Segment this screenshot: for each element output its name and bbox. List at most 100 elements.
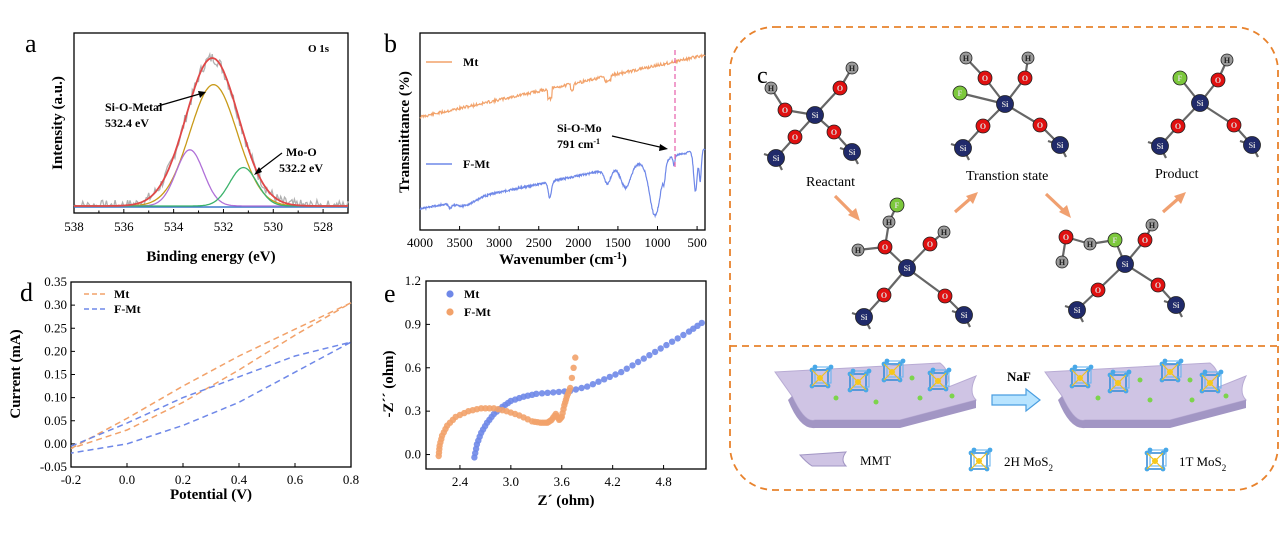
panel-e-point-mt [538,390,546,397]
mos2-1t-after-2-s-atom [1162,358,1168,364]
mos2-2h-before-3-s-atom [946,367,952,373]
mos2-1t-after-3-cell [1201,374,1219,392]
transition-molecule-atom-h [1021,51,1035,65]
panel-d-ytick-label: 0.35 [44,274,67,289]
legend-1t-crystal-s-atom [1147,447,1153,453]
panel-d-ytick-label: 0.05 [44,413,67,428]
transition-molecule-atom-label: O [1037,121,1043,130]
product-molecule-atom-label: O [1215,76,1221,85]
intermediate-2-molecule-atom-si [1167,296,1185,314]
panel-a-xtick-label: 530 [264,219,284,234]
mos2-2h-before-2-cell [883,363,901,381]
product-molecule-atom-label: F [1178,74,1183,83]
mos2-2h-before-2-cell-back [886,360,904,378]
mos2-1t-after-3 [1199,369,1224,394]
product-molecule-atom-si [1243,136,1261,154]
mos2-1t-after-1-cell-back [1112,371,1130,389]
panel-d-xlabel: Potential (V) [170,487,252,503]
panel-e-ytick-label: 0.0 [405,447,421,462]
transition-molecule-atom-si [996,95,1014,113]
panel-a-xtick-label: 538 [64,219,84,234]
intermediate-1-molecule-atom-si [898,259,916,277]
intermediate-2-molecule-atom-h [1145,218,1159,232]
panel-a-xtick-label: 528 [313,219,333,234]
reactant-molecule-atom-label: Si [773,154,780,163]
mos2-2h-before-0-cell [811,369,829,387]
panel-b-xtick-label: 3500 [447,235,473,250]
transition-molecule-atom-h [959,51,973,65]
reactant-molecule-atom-label: O [831,128,837,137]
transition-molecule-atom-o [975,118,991,134]
mos2-2h-before-1-s-atom [850,368,856,374]
mos2-1t-after-1-s-atom [1126,369,1132,375]
panel-e-point-mt [634,358,642,366]
product-molecule-atom-o [1170,118,1186,134]
panel-e-point-mt [668,338,676,345]
legend-1t-crystal-cell-back [1149,449,1167,467]
panel-e-point-mt [629,362,636,369]
product-molecule-atom-label: O [1175,122,1181,131]
mos2-1t-after-1 [1107,369,1132,394]
intermediate-2-molecule-atom-label: H [1149,221,1156,230]
intermediate-1-molecule-atom-h [937,225,951,239]
mos2-2h-before-0 [809,364,834,389]
panel-e-point-mt [612,371,619,378]
transition-molecule-atom-o [977,70,993,86]
product-molecule-atom-si [1151,137,1169,155]
panel-b-legend-mt: Mt [463,55,478,69]
reactant-molecule-atom-label: H [849,64,856,73]
reactant-molecule-atom-o [777,102,793,118]
intermediate-2-molecule-atom-o [1150,277,1166,293]
mos2-2h-before-3-cell-back [932,369,950,387]
panel-d-ytick-label: 0.10 [44,390,67,405]
intermediate-2-molecule-atom-label: H [1059,258,1066,267]
panel-b-xtick-label: 2000 [565,235,591,250]
panel-d-xtick-label: 0.0 [119,472,135,487]
na-ion-dot [833,395,839,401]
intermediate-1-molecule-atom-f [889,197,905,213]
panel-e-xtick-label: 4.2 [605,474,621,489]
mos2-2h-before-0-s-atom [812,364,818,370]
product-molecule-atom-o [1210,72,1226,88]
panel-d-ytick-label: -0.05 [40,459,67,474]
panel-d-xtick-label: 0.8 [343,472,359,487]
panel-e-point-mt [601,376,608,383]
product-molecule-atom-label: O [1231,121,1237,130]
panel-e-ylabel: -Z´´ (ohm) [381,350,397,417]
legend-1t-label: 1T MoS2 [1179,454,1226,473]
panel-e-point-fmt [570,364,577,371]
intermediate-1-molecule-atom-label: H [855,246,862,255]
reactant-molecule-atom-label: O [792,133,798,142]
panel-e-legend-mt: Mt [464,287,479,301]
panel-a-xps: a O 1s 538 536 534 532 530 528 Binding energy… [25,29,349,265]
panel-e-ytick-label: 0.3 [405,403,421,418]
mos2-1t-after-1-cell [1109,374,1127,392]
panel-e-point-mt [698,319,705,327]
mos2-2h-before-0-s-atom [828,364,834,370]
panel-e-points [435,319,705,461]
transition-molecule-atom-si [954,139,972,157]
panel-e-legend-fmt: F-Mt [464,305,491,319]
mos2-1t-after-2-mo-atom [1167,369,1173,375]
panel-a-arrowhead-2 [254,167,262,175]
intermediate-1-molecule-atom-label: O [881,291,887,300]
mos2-1t-after-2 [1159,358,1184,383]
na-ion-dot [1095,395,1101,401]
intermediate-1-molecule-atom-si [855,308,873,326]
na-ion-dot [1147,397,1153,403]
mos2-1t-after-3-cell-back [1204,371,1222,389]
reactant-molecule-atom-label: Si [812,111,819,120]
reactant-molecule-atom-o [832,80,848,96]
panel-c-letter: c [757,63,768,89]
legend-2h-crystal-s-atom [971,447,977,453]
transition-molecule: Si O H O H F O Si O Si [950,51,1069,161]
product-molecule-atom-label: H [1224,56,1231,65]
mos2-2h-before-1-cell-back [852,370,870,388]
panel-d-xtick-label: 0.4 [231,472,248,487]
intermediate-1-molecule-atom-label: Si [961,311,968,320]
panel-e-axes: 2.4 3.0 3.6 4.2 4.8 1.2 0.9 0.6 0.3 0.0 [405,273,672,489]
legend-2h-crystal-s-atom [987,447,993,453]
reactant-molecule-atom-si [767,149,785,167]
panel-b-x-axis: 4000 3500 3000 2500 2000 1500 1000 500 [407,226,707,250]
